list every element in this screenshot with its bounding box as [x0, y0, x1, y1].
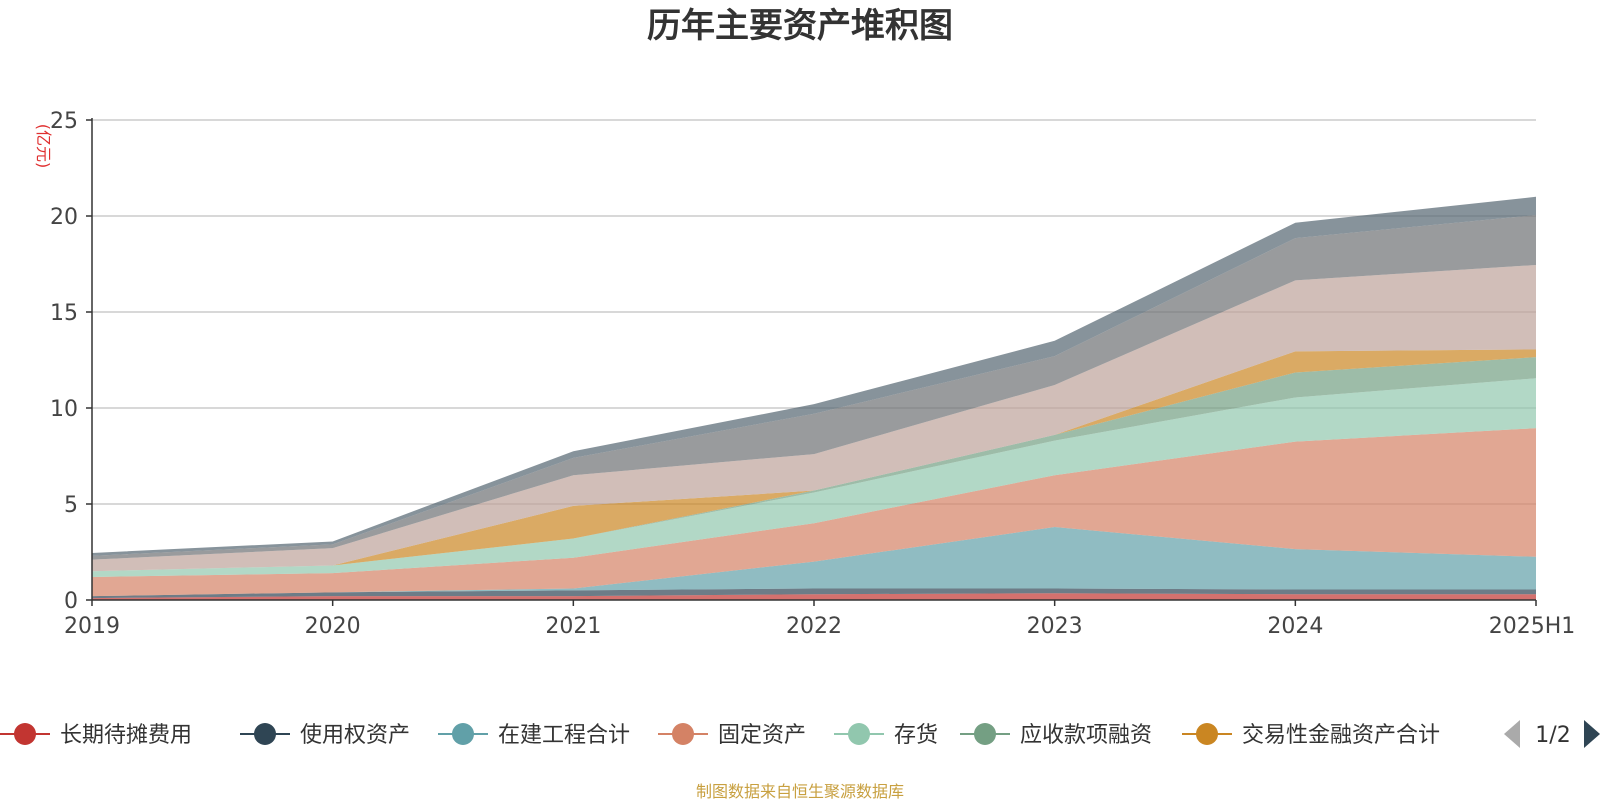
axes: 0 5 10 15 20 25 2019 2020 2021 2022 2023 2024 2025H1… [34, 109, 1575, 639]
legend-circle-marker [452, 723, 474, 745]
x-tick-label: 2025H1 [1489, 614, 1576, 639]
area-series [92, 196, 1536, 600]
legend-label: 使用权资产 [300, 723, 410, 748]
legend-circle-marker [974, 723, 996, 745]
source-note: 制图数据来自恒生聚源数据库 [695, 782, 904, 801]
legend-circle-marker [254, 723, 276, 745]
legend-label: 在建工程合计 [498, 723, 630, 748]
area-series-2 [92, 588, 1536, 599]
legend-item[interactable]: 交易性金融资产合计 [1182, 723, 1440, 748]
legend-next-page-icon[interactable] [1584, 720, 1600, 748]
x-tick-label: 2022 [786, 614, 842, 639]
area-series-5 [92, 378, 1536, 577]
area-series-6 [92, 357, 1536, 572]
legend-circle-marker [1196, 723, 1218, 745]
x-tick-label: 2020 [305, 614, 361, 639]
legend-item[interactable]: 固定资产 [658, 723, 806, 748]
x-tick-label: 2023 [1027, 614, 1083, 639]
y-tick-label: 5 [64, 493, 78, 518]
legend-item[interactable]: 在建工程合计 [438, 723, 630, 748]
legend-item[interactable]: 使用权资产 [240, 723, 410, 748]
legend-label: 存货 [894, 723, 938, 748]
area-series-1 [92, 593, 1536, 600]
legend-label: 长期待摊费用 [60, 723, 192, 748]
x-tick-label: 2019 [64, 614, 120, 639]
x-tick-label: 2021 [545, 614, 601, 639]
legend-item[interactable]: 应收款项融资 [960, 723, 1152, 748]
x-tick-label: 2024 [1267, 614, 1323, 639]
area-series-8 [92, 264, 1536, 572]
area-series-4 [92, 428, 1536, 597]
legend-label: 交易性金融资产合计 [1242, 723, 1440, 748]
area-series-9 [92, 215, 1536, 560]
legend-circle-marker [848, 723, 870, 745]
y-tick-label: 25 [50, 109, 78, 134]
y-tick-label: 20 [50, 205, 78, 230]
y-tick-label: 10 [50, 397, 78, 422]
legend-item[interactable]: 存货 [834, 723, 938, 748]
area-series-10 [92, 196, 1536, 556]
legend-item[interactable]: 长期待摊费用 [0, 723, 192, 748]
y-tick-label: 15 [50, 301, 78, 326]
legend-page-indicator: 1/2 [1535, 723, 1570, 748]
legend-label: 应收款项融资 [1020, 723, 1152, 748]
legend-prev-page-icon[interactable] [1504, 720, 1520, 748]
legend-pager: 1/2 [1504, 720, 1600, 748]
legend-circle-marker [672, 723, 694, 745]
y-tick-label: 0 [64, 589, 78, 614]
legend-label: 固定资产 [718, 723, 806, 748]
legend-circle-marker [14, 723, 36, 745]
legend: 长期待摊费用 使用权资产 在建工程合计 固定资产 存货 应收款项融资 交易性金融资产合计 1/… [0, 720, 1600, 748]
chart-title: 历年主要资产堆积图 [647, 6, 953, 46]
y-axis-unit-label: (亿元) [34, 124, 53, 169]
